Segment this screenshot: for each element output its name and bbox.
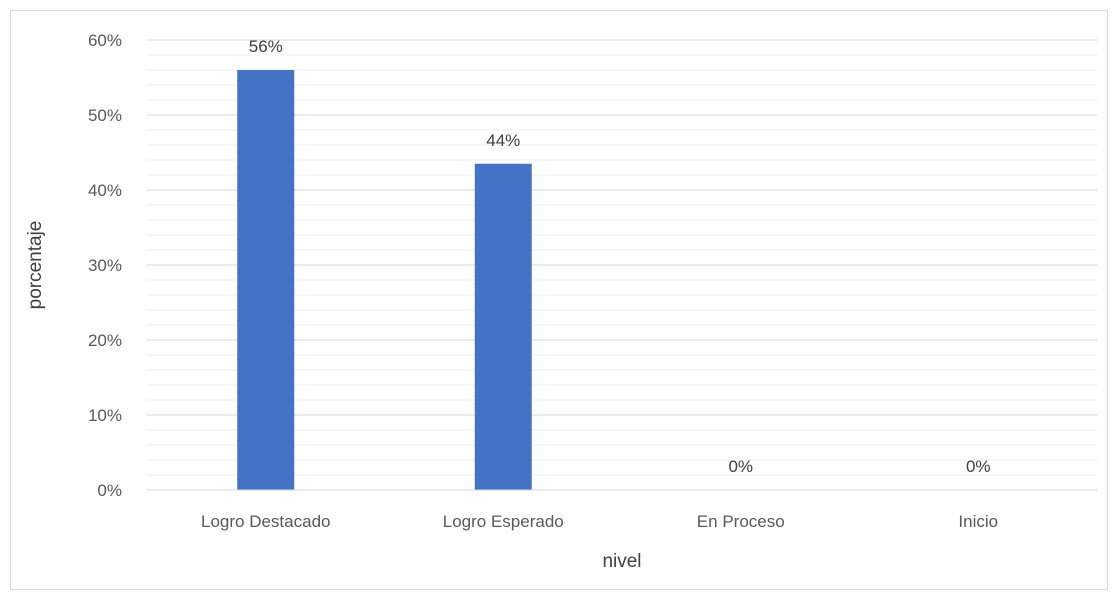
x-tick-labels: Logro Destacado Logro Esperado En Proceso I… <box>201 512 998 531</box>
x-tick-label: Inicio <box>958 512 998 531</box>
y-tick-label: 60% <box>88 31 122 50</box>
data-label: 44% <box>486 131 520 150</box>
data-label: 0% <box>966 457 991 476</box>
x-tick-label: En Proceso <box>697 512 785 531</box>
y-tick-labels: 0% 10% 20% 30% 40% 50% 60% <box>88 31 122 500</box>
x-tick-label: Logro Esperado <box>443 512 564 531</box>
y-tick-label: 0% <box>97 481 122 500</box>
x-axis-title: nivel <box>602 551 641 572</box>
y-tick-label: 50% <box>88 106 122 125</box>
data-label: 56% <box>249 37 283 56</box>
bar <box>474 163 532 490</box>
y-tick-label: 30% <box>88 256 122 275</box>
y-tick-label: 10% <box>88 406 122 425</box>
x-tick-label: Logro Destacado <box>201 512 330 531</box>
minor-gridlines <box>147 54 1097 476</box>
bars <box>237 70 532 490</box>
major-gridlines <box>147 39 1097 416</box>
data-labels: 56% 44% 0% 0% <box>249 37 991 476</box>
y-tick-label: 20% <box>88 331 122 350</box>
bar <box>237 70 295 490</box>
y-tick-label: 40% <box>88 181 122 200</box>
data-label: 0% <box>728 457 753 476</box>
y-axis-title: porcentaje <box>25 221 46 310</box>
chart-frame <box>10 10 1108 590</box>
